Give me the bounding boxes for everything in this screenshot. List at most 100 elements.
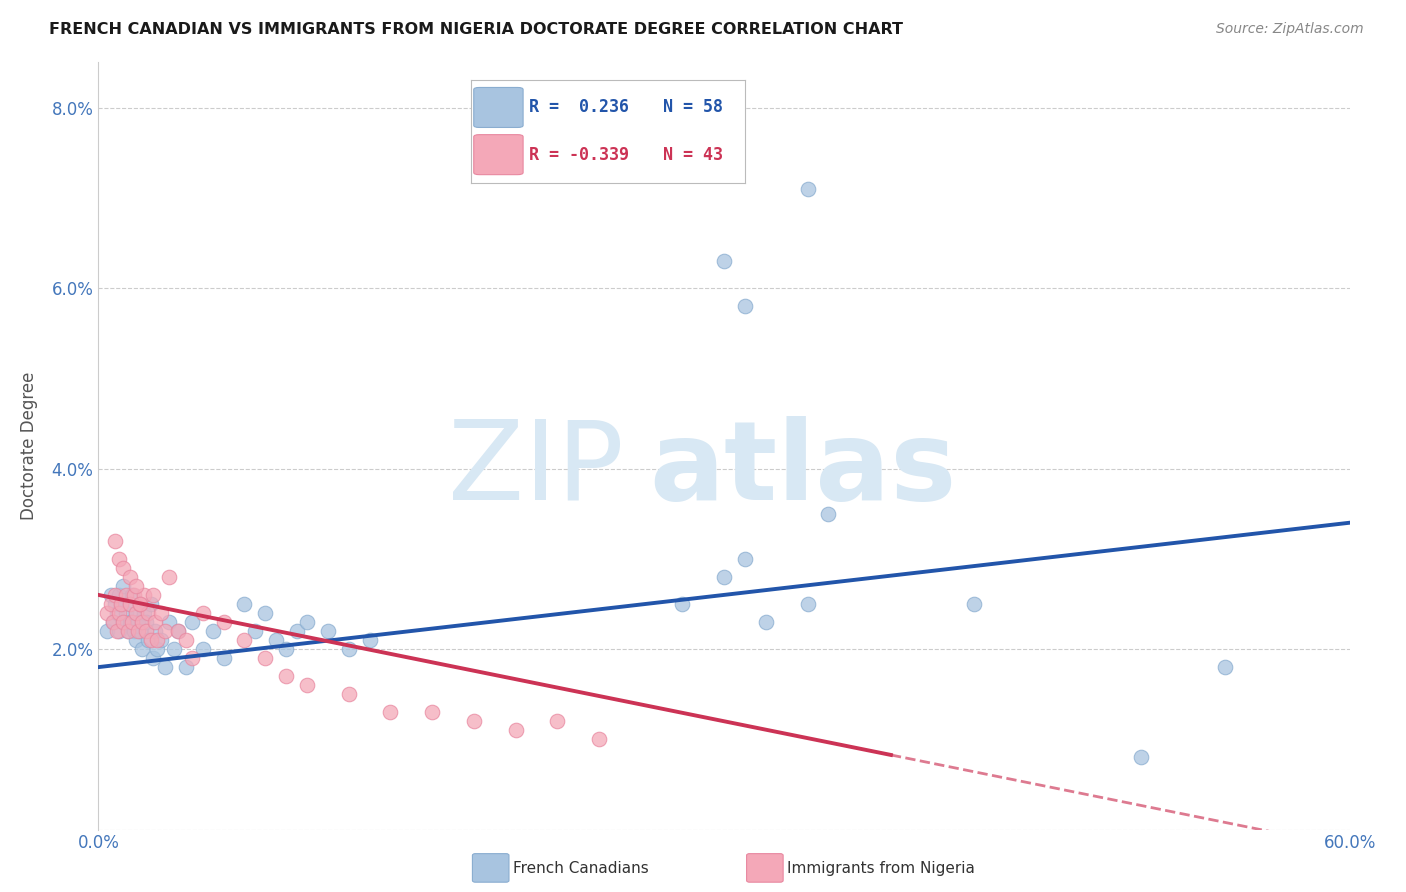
Point <box>104 597 127 611</box>
Point <box>734 299 756 313</box>
Point <box>108 624 131 638</box>
Text: Source: ZipAtlas.com: Source: ZipAtlas.com <box>1216 22 1364 37</box>
Point <box>118 597 141 611</box>
FancyBboxPatch shape <box>474 87 523 128</box>
Point <box>233 597 256 611</box>
Point <box>112 615 135 629</box>
Point <box>817 507 839 521</box>
Point <box>105 624 128 638</box>
Point <box>118 615 141 629</box>
Point <box>274 642 298 657</box>
Text: FRENCH CANADIAN VS IMMIGRANTS FROM NIGERIA DOCTORATE DEGREE CORRELATION CHART: FRENCH CANADIAN VS IMMIGRANTS FROM NIGER… <box>49 22 903 37</box>
Point <box>108 588 131 602</box>
Point <box>191 606 214 620</box>
Point <box>134 588 156 602</box>
Text: ZIP: ZIP <box>449 416 624 523</box>
Point <box>104 533 127 548</box>
Point <box>101 615 124 629</box>
Point <box>96 606 118 620</box>
Point <box>588 732 610 747</box>
Text: R =  0.236: R = 0.236 <box>529 98 628 117</box>
Point <box>734 551 756 566</box>
Point <box>117 624 139 638</box>
Point <box>285 624 308 638</box>
Point <box>100 588 122 602</box>
Point <box>713 570 735 584</box>
Point <box>110 597 132 611</box>
Point <box>110 597 132 611</box>
Point <box>139 597 162 611</box>
Point <box>150 606 173 620</box>
Point <box>138 633 160 648</box>
Point <box>166 624 188 638</box>
Point <box>295 678 318 692</box>
Point <box>1130 750 1153 764</box>
Y-axis label: Doctorate Degree: Doctorate Degree <box>20 372 38 520</box>
Point <box>191 642 214 657</box>
Point <box>274 669 298 683</box>
Point <box>104 588 127 602</box>
Point <box>125 606 148 620</box>
Point <box>143 624 166 638</box>
Point <box>181 615 204 629</box>
Point <box>233 633 256 648</box>
Text: Immigrants from Nigeria: Immigrants from Nigeria <box>787 862 976 876</box>
Point <box>121 588 143 602</box>
Point <box>181 651 204 665</box>
Point <box>157 615 180 629</box>
Point <box>316 624 339 638</box>
Point <box>117 624 139 638</box>
Point <box>122 624 145 638</box>
Point <box>129 597 152 611</box>
FancyBboxPatch shape <box>474 135 523 175</box>
Point <box>112 579 135 593</box>
Text: N = 58: N = 58 <box>664 98 723 117</box>
Point <box>463 714 485 729</box>
Point <box>254 606 277 620</box>
Point <box>121 615 143 629</box>
Point <box>114 606 136 620</box>
Point <box>505 723 527 738</box>
Point <box>337 687 360 701</box>
Point <box>796 597 818 611</box>
Point <box>546 714 568 729</box>
Point <box>108 606 131 620</box>
Point <box>162 642 184 657</box>
Point <box>134 606 156 620</box>
Point <box>138 606 160 620</box>
Point <box>202 624 225 638</box>
Point <box>118 597 141 611</box>
Point <box>143 615 166 629</box>
Point <box>127 624 149 638</box>
Point <box>420 705 443 719</box>
Point <box>153 660 176 674</box>
Point <box>125 579 148 593</box>
Point <box>212 651 235 665</box>
Point <box>963 597 986 611</box>
Point <box>131 642 153 657</box>
Point <box>122 588 145 602</box>
Point <box>157 570 180 584</box>
Point <box>142 588 165 602</box>
Point <box>129 597 152 611</box>
Point <box>127 615 149 629</box>
Point <box>295 615 318 629</box>
Point <box>135 615 157 629</box>
Point <box>142 651 165 665</box>
Point <box>153 624 176 638</box>
Point <box>1213 660 1236 674</box>
Point <box>671 597 693 611</box>
Point <box>166 624 188 638</box>
Point <box>96 624 118 638</box>
Text: atlas: atlas <box>650 416 956 523</box>
Point <box>174 660 197 674</box>
Point <box>108 551 131 566</box>
Point <box>112 615 135 629</box>
Text: R = -0.339: R = -0.339 <box>529 145 628 163</box>
Point <box>100 597 122 611</box>
Point <box>105 606 128 620</box>
Point <box>243 624 266 638</box>
Point <box>125 606 148 620</box>
Point <box>114 588 136 602</box>
Text: N = 43: N = 43 <box>664 145 723 163</box>
